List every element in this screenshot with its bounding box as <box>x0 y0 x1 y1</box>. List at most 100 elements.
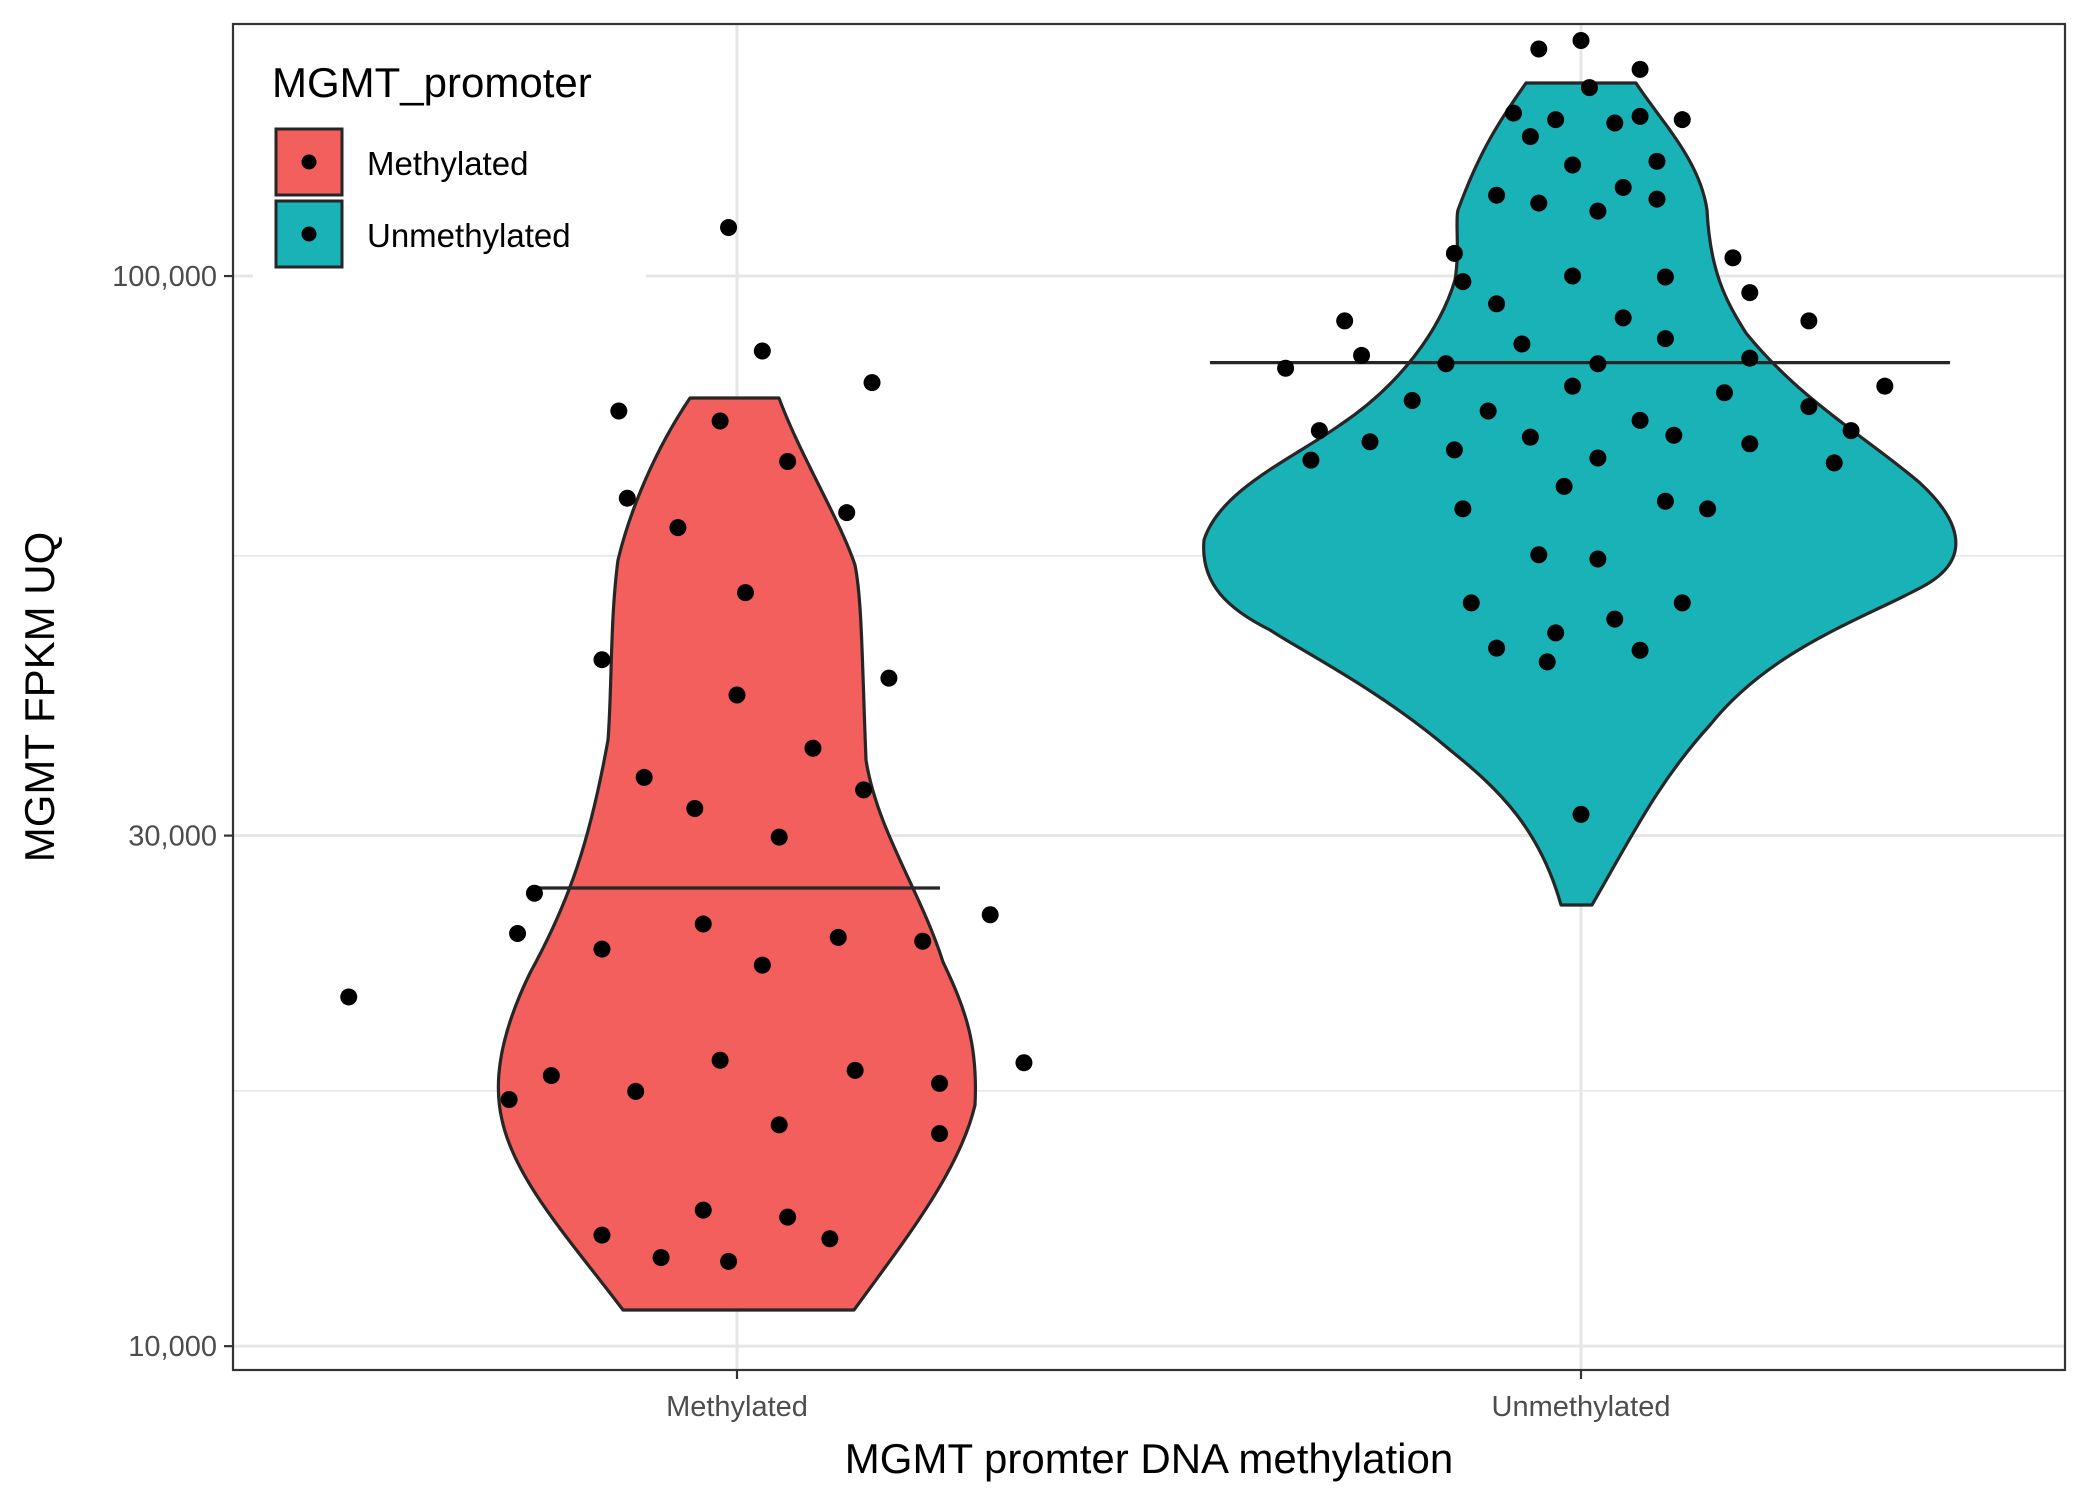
data-point-methylated <box>753 342 771 360</box>
x-tick-label: Unmethylated <box>1492 1391 1671 1423</box>
data-point-unmethylated <box>1336 312 1354 330</box>
median-lines <box>532 361 1950 890</box>
data-point-unmethylated <box>1521 128 1539 146</box>
y-tick-label: 10,000 <box>128 1331 217 1363</box>
data-point-unmethylated <box>1530 194 1548 212</box>
data-point-methylated <box>829 928 847 946</box>
data-point-unmethylated <box>1656 492 1674 510</box>
y-tick-label: 100,000 <box>112 261 217 293</box>
data-point-unmethylated <box>1800 312 1818 330</box>
data-point-unmethylated <box>1454 273 1472 291</box>
data-point-methylated <box>838 504 856 522</box>
data-point-methylated <box>525 884 543 902</box>
data-point-unmethylated <box>1631 107 1649 125</box>
data-point-unmethylated <box>1488 295 1506 313</box>
data-point-methylated <box>770 1116 788 1134</box>
data-point-unmethylated <box>1876 377 1894 395</box>
data-point-unmethylated <box>1530 546 1548 564</box>
data-point-methylated <box>1015 1054 1033 1072</box>
data-point-unmethylated <box>1606 114 1624 132</box>
data-point-unmethylated <box>1572 32 1590 50</box>
data-point-methylated <box>770 828 788 846</box>
data-point-unmethylated <box>1302 451 1320 469</box>
data-point-unmethylated <box>1589 449 1607 467</box>
x-tick-label: Methylated <box>666 1391 808 1423</box>
panel-border <box>231 22 2067 1372</box>
data-point-unmethylated <box>1825 454 1843 472</box>
data-point-methylated <box>610 402 628 420</box>
data-point-unmethylated <box>1631 411 1649 429</box>
data-point-methylated <box>804 739 822 757</box>
data-point-methylated <box>720 219 738 237</box>
data-point-unmethylated <box>1606 610 1624 628</box>
data-point-unmethylated <box>1580 79 1598 97</box>
data-point-unmethylated <box>1673 594 1691 612</box>
data-point-methylated <box>694 915 712 933</box>
data-point-methylated <box>779 452 797 470</box>
y-axis-title: MGMT FPKM UQ <box>16 532 63 863</box>
data-point-unmethylated <box>1572 805 1590 823</box>
data-point-unmethylated <box>1353 346 1371 364</box>
data-point-unmethylated <box>1310 422 1328 440</box>
violins <box>496 81 1958 1312</box>
y-tick-label: 30,000 <box>128 821 217 853</box>
data-point-unmethylated <box>1741 435 1759 453</box>
data-point-unmethylated <box>1403 392 1421 410</box>
data-point-methylated <box>340 988 358 1006</box>
data-point-methylated <box>880 669 898 687</box>
legend-key-point-methylated <box>301 154 317 170</box>
data-point-unmethylated <box>1530 40 1548 58</box>
data-point-unmethylated <box>1488 639 1506 657</box>
data-point-methylated <box>686 800 704 818</box>
data-point-unmethylated <box>1488 186 1506 204</box>
data-point-unmethylated <box>1538 653 1556 671</box>
data-point-unmethylated <box>1513 335 1531 353</box>
data-point-unmethylated <box>1631 60 1649 78</box>
data-point-unmethylated <box>1673 111 1691 129</box>
data-point-unmethylated <box>1842 422 1860 440</box>
data-point-unmethylated <box>1454 500 1472 518</box>
data-point-methylated <box>509 925 527 943</box>
data-point-unmethylated <box>1564 377 1582 395</box>
data-point-methylated <box>694 1201 712 1219</box>
data-point-methylated <box>821 1230 839 1248</box>
data-point-unmethylated <box>1665 426 1683 444</box>
data-point-methylated <box>635 768 653 786</box>
legend-label-methylated: Methylated <box>367 145 528 182</box>
data-point-methylated <box>627 1082 645 1100</box>
data-point-unmethylated <box>1277 359 1295 377</box>
data-point-methylated <box>728 686 746 704</box>
legend: MGMT_promoter Methylated Unmethylated <box>253 44 646 282</box>
data-point-methylated <box>855 781 873 799</box>
data-point-unmethylated <box>1589 550 1607 568</box>
data-point-unmethylated <box>1648 152 1666 170</box>
data-point-unmethylated <box>1462 594 1480 612</box>
data-points <box>340 32 1894 1270</box>
data-point-unmethylated <box>1479 402 1497 420</box>
data-point-unmethylated <box>1656 330 1674 348</box>
data-point-unmethylated <box>1656 268 1674 286</box>
data-point-methylated <box>931 1074 949 1092</box>
data-point-methylated <box>711 1051 729 1069</box>
data-point-unmethylated <box>1504 104 1522 122</box>
data-point-unmethylated <box>1521 428 1539 446</box>
data-point-unmethylated <box>1614 309 1632 327</box>
data-point-methylated <box>593 1226 611 1244</box>
data-point-methylated <box>736 584 754 602</box>
data-point-methylated <box>593 651 611 669</box>
violin-unmethylated <box>1202 81 1958 907</box>
legend-item-unmethylated: Unmethylated <box>274 199 571 269</box>
data-point-unmethylated <box>1564 156 1582 174</box>
data-point-methylated <box>711 412 729 430</box>
data-point-unmethylated <box>1547 111 1565 129</box>
violin-methylated <box>496 396 978 1312</box>
data-point-methylated <box>500 1091 518 1109</box>
data-point-unmethylated <box>1614 178 1632 196</box>
data-point-methylated <box>981 906 999 924</box>
data-point-unmethylated <box>1631 641 1649 659</box>
data-point-methylated <box>846 1061 864 1079</box>
data-point-unmethylated <box>1715 384 1733 402</box>
data-point-unmethylated <box>1361 433 1379 451</box>
data-point-unmethylated <box>1547 624 1565 642</box>
